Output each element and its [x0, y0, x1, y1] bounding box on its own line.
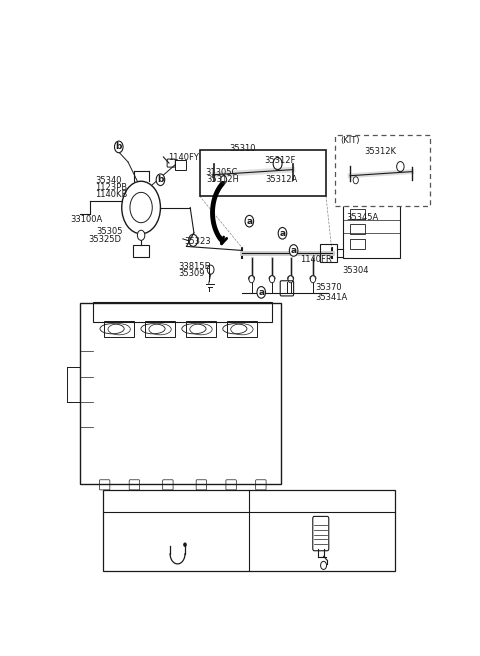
Text: 35305: 35305: [96, 227, 123, 236]
Text: 35340: 35340: [96, 176, 122, 185]
Text: b: b: [157, 175, 164, 184]
Text: 35310: 35310: [229, 144, 255, 153]
Circle shape: [269, 276, 275, 283]
Text: a: a: [173, 497, 179, 506]
Text: a: a: [258, 288, 264, 297]
Text: b: b: [116, 142, 122, 152]
Circle shape: [184, 543, 186, 546]
Circle shape: [137, 230, 145, 240]
Circle shape: [278, 228, 287, 239]
Text: 1123PB: 1123PB: [96, 183, 128, 192]
Circle shape: [288, 276, 293, 283]
Text: 31337F: 31337F: [301, 497, 335, 506]
Text: 1140KB: 1140KB: [96, 190, 128, 199]
Text: 35309: 35309: [178, 269, 205, 278]
Text: 35325D: 35325D: [89, 235, 121, 244]
Text: a: a: [246, 216, 252, 226]
Circle shape: [288, 495, 297, 507]
Text: a: a: [290, 246, 297, 255]
Circle shape: [156, 174, 165, 186]
Circle shape: [249, 276, 254, 283]
Text: 35341A: 35341A: [315, 293, 347, 302]
Circle shape: [289, 245, 298, 256]
Text: 35312F: 35312F: [264, 156, 296, 165]
Text: 33100A: 33100A: [71, 215, 103, 224]
Text: 32651: 32651: [161, 533, 190, 543]
Text: 1140FR: 1140FR: [300, 255, 332, 264]
Circle shape: [115, 141, 123, 153]
Text: 35323: 35323: [184, 237, 211, 246]
Polygon shape: [335, 135, 430, 206]
Circle shape: [171, 495, 180, 507]
Text: a: a: [279, 229, 286, 237]
Text: 1799JD: 1799JD: [159, 525, 192, 535]
Text: 35304: 35304: [343, 266, 369, 275]
Circle shape: [245, 215, 253, 227]
Polygon shape: [200, 150, 326, 196]
Polygon shape: [103, 491, 395, 571]
Text: (KIT): (KIT): [340, 136, 360, 145]
Text: 35312A: 35312A: [266, 175, 298, 184]
Text: 33815E: 33815E: [178, 262, 210, 271]
Text: 35345A: 35345A: [347, 213, 379, 222]
Text: 1140FY: 1140FY: [168, 152, 199, 161]
Text: 35312H: 35312H: [206, 175, 239, 184]
Text: 31305C: 31305C: [205, 168, 238, 177]
Text: 35370: 35370: [315, 283, 341, 292]
Text: 35312K: 35312K: [364, 147, 396, 156]
Text: b: b: [289, 497, 295, 506]
Circle shape: [311, 276, 315, 283]
Circle shape: [257, 287, 265, 298]
